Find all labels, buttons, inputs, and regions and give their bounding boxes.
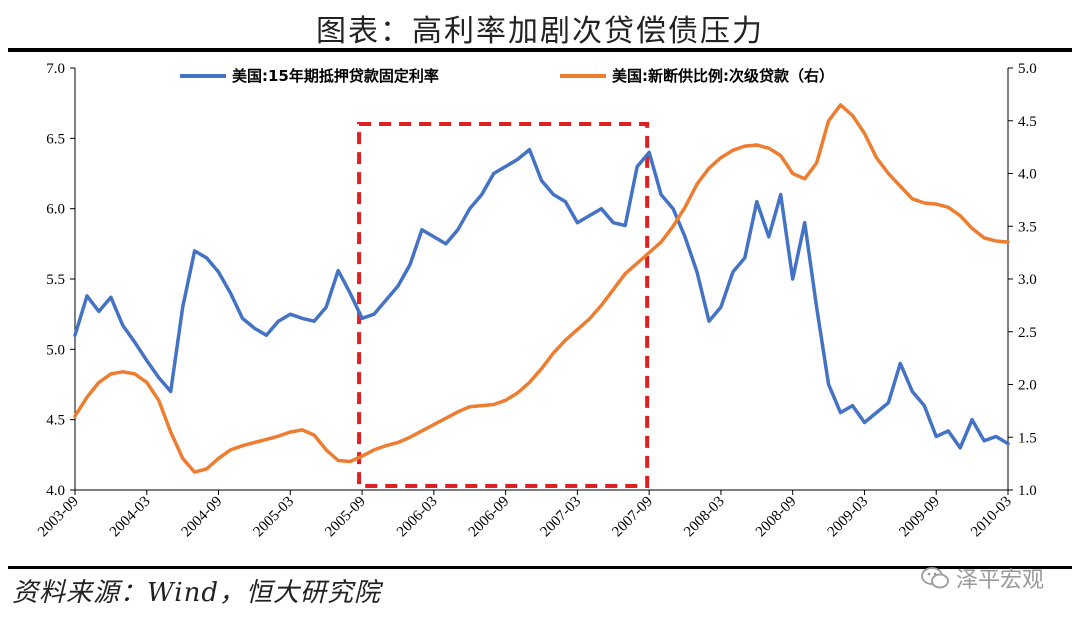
left-tick-label: 6.0 <box>46 202 65 218</box>
x-tick-label: 2007-03 <box>538 494 585 541</box>
left-tick-label: 7.0 <box>46 61 65 77</box>
left-tick-label: 4.5 <box>46 413 65 429</box>
right-tick-label: 1.0 <box>1018 483 1037 499</box>
left-tick-label: 6.5 <box>46 131 65 147</box>
highlight-box <box>357 122 650 488</box>
watermark-text: 泽平宏观 <box>955 568 1044 593</box>
mortgage-rate-line <box>73 147 1010 450</box>
left-tick-label: 4.0 <box>46 483 65 499</box>
x-tick-label: 2004-09 <box>179 494 226 541</box>
x-tick-label: 2005-09 <box>322 494 369 541</box>
line-chart: 4.0 4.5 5.0 5.5 6.0 6.5 7.0 1.0 1.5 2.0 2.5 3.0 3.5 4… <box>35 61 1037 541</box>
x-tick-label: 2006-09 <box>466 494 513 541</box>
legend-label: 美国:15年期抵押贷款固定利率 <box>232 67 439 85</box>
series-lines-group <box>73 103 1010 474</box>
title-divider <box>8 48 1072 52</box>
x-tick-label: 2008-03 <box>681 494 728 541</box>
source-note: 资料来源：Wind，恒大研究院 <box>12 578 381 608</box>
right-tick-label: 4.5 <box>1018 114 1037 130</box>
x-tick-label: 2005-03 <box>250 494 297 541</box>
wechat-icon <box>921 567 949 589</box>
right-tick-label: 3.5 <box>1018 219 1037 235</box>
right-tick-label: 2.5 <box>1018 325 1037 341</box>
right-tick-label: 1.5 <box>1018 430 1037 446</box>
x-tick-label: 2003-09 <box>35 494 82 541</box>
left-tick-label: 5.0 <box>46 342 65 358</box>
legend-label: 美国:新断供比例:次级贷款（右） <box>612 67 834 85</box>
x-tick-label: 2004-03 <box>107 494 154 541</box>
right-tick-label: 2.0 <box>1018 378 1037 394</box>
x-tick-label: 2010-03 <box>968 494 1015 541</box>
watermark: 泽平宏观 <box>920 562 1044 594</box>
highlight-box-group <box>357 122 650 488</box>
x-tick-label: 2007-09 <box>609 494 656 541</box>
right-tick-label: 3.0 <box>1018 272 1037 288</box>
x-tick-label: 2006-03 <box>394 494 441 541</box>
source-divider <box>8 566 1072 569</box>
x-tick-label: 2009-09 <box>896 494 943 541</box>
x-tick-label: 2008-09 <box>753 494 800 541</box>
subprime-foreclosure-line <box>73 103 1010 474</box>
chart-title: 图表：高利率加剧次贷偿债压力 <box>316 14 764 49</box>
left-tick-label: 5.5 <box>46 272 65 288</box>
legend-group: 美国:15年期抵押贷款固定利率 美国:新断供比例:次级贷款（右） <box>180 67 834 85</box>
right-tick-label: 5.0 <box>1018 61 1037 77</box>
right-tick-label: 4.0 <box>1018 167 1037 183</box>
x-tick-label: 2009-03 <box>825 494 872 541</box>
